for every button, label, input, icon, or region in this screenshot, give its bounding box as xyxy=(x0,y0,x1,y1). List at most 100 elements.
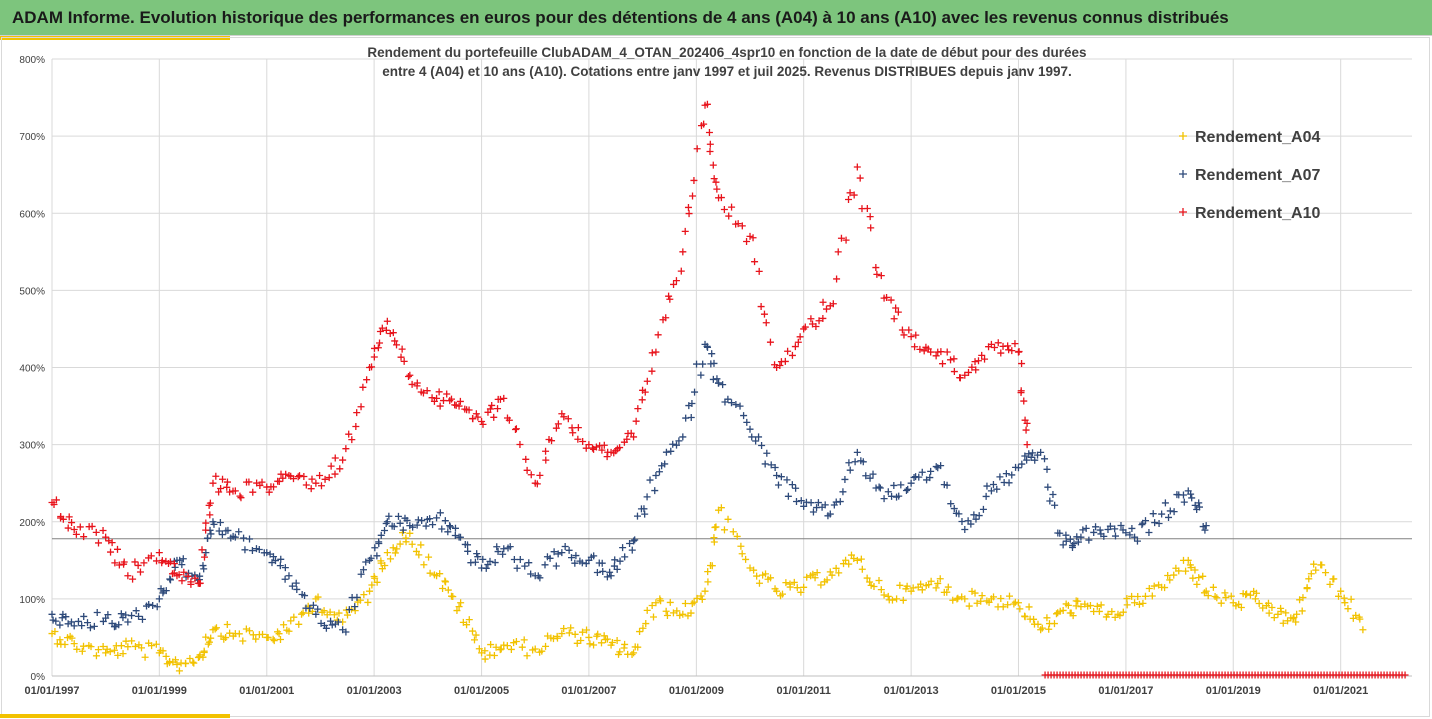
data-point xyxy=(616,557,624,565)
data-point xyxy=(102,649,110,657)
data-point xyxy=(643,493,651,501)
data-point xyxy=(918,586,926,594)
data-point xyxy=(877,272,885,280)
data-point xyxy=(218,531,226,539)
data-point xyxy=(1074,597,1082,605)
data-point xyxy=(1131,533,1139,541)
data-point xyxy=(67,618,75,626)
data-point xyxy=(817,581,825,589)
data-point xyxy=(70,622,78,630)
data-point xyxy=(621,553,629,561)
data-point xyxy=(327,462,335,470)
data-point xyxy=(1049,491,1057,499)
data-point xyxy=(190,659,198,667)
data-point xyxy=(961,525,969,533)
data-point xyxy=(987,340,995,348)
data-point xyxy=(613,636,621,644)
data-point xyxy=(1050,620,1058,628)
data-point xyxy=(608,639,616,647)
data-point xyxy=(342,445,350,453)
data-point xyxy=(1008,347,1016,355)
data-point xyxy=(850,555,858,563)
data-point xyxy=(657,597,665,605)
data-point xyxy=(1111,532,1119,540)
data-point xyxy=(536,471,544,479)
data-point xyxy=(281,564,289,572)
data-point xyxy=(342,628,350,636)
data-point xyxy=(223,478,231,486)
data-point xyxy=(586,640,594,648)
data-point xyxy=(1293,610,1301,618)
data-point xyxy=(863,574,871,582)
data-point xyxy=(712,523,720,531)
data-point xyxy=(641,510,649,518)
axis-labels: 0% 100% 200% 300% 400% 500% 600% 700% 800% 01/01/… xyxy=(19,55,1368,697)
data-point xyxy=(1008,471,1016,479)
data-point xyxy=(859,458,867,466)
data-point xyxy=(175,667,183,675)
data-point xyxy=(936,575,944,583)
data-point xyxy=(892,304,900,312)
data-point xyxy=(366,587,374,595)
data-point xyxy=(851,458,859,466)
data-point xyxy=(252,635,260,643)
data-point xyxy=(129,575,137,583)
data-point xyxy=(202,549,210,557)
data-point xyxy=(94,539,102,547)
data-point xyxy=(863,205,871,213)
data-point xyxy=(48,610,56,618)
data-point xyxy=(1326,580,1334,588)
data-point xyxy=(74,617,82,625)
data-point xyxy=(720,206,728,214)
data-point xyxy=(771,463,779,471)
data-point xyxy=(276,562,284,570)
data-point xyxy=(99,527,107,535)
data-point xyxy=(807,499,815,507)
data-point xyxy=(178,561,186,569)
data-point xyxy=(574,424,582,432)
data-point xyxy=(312,479,320,487)
data-point xyxy=(975,512,983,520)
x-tick-label: 01/01/1997 xyxy=(24,685,79,697)
data-point xyxy=(1243,590,1251,598)
data-point xyxy=(248,547,256,555)
data-point xyxy=(713,185,721,193)
data-point xyxy=(846,189,854,197)
data-point xyxy=(408,380,416,388)
data-point xyxy=(436,509,444,517)
data-point xyxy=(301,592,309,600)
data-point xyxy=(918,468,926,476)
data-point xyxy=(797,497,805,505)
data-point xyxy=(1059,606,1067,614)
data-point xyxy=(800,583,808,591)
data-point xyxy=(258,478,266,486)
data-point xyxy=(740,412,748,420)
data-point xyxy=(465,406,473,414)
data-point xyxy=(331,454,339,462)
data-point xyxy=(650,613,658,621)
data-point xyxy=(916,345,924,353)
data-point xyxy=(1170,571,1178,579)
data-point xyxy=(455,603,463,611)
data-point xyxy=(1030,615,1038,623)
data-point xyxy=(743,238,751,246)
data-point xyxy=(642,620,650,628)
data-point xyxy=(135,612,143,620)
data-point xyxy=(990,344,998,352)
data-point xyxy=(920,347,928,355)
data-point xyxy=(1138,521,1146,529)
data-point xyxy=(971,589,979,597)
data-point xyxy=(704,578,712,586)
data-point xyxy=(399,526,407,534)
data-point xyxy=(522,455,530,463)
data-point xyxy=(335,609,343,617)
data-point xyxy=(280,621,288,629)
data-point xyxy=(1133,537,1141,545)
data-point xyxy=(646,476,654,484)
data-point xyxy=(866,578,874,586)
data-point xyxy=(732,401,740,409)
data-point xyxy=(814,499,822,507)
data-point xyxy=(666,598,674,606)
data-point xyxy=(330,611,338,619)
data-point xyxy=(435,388,443,396)
